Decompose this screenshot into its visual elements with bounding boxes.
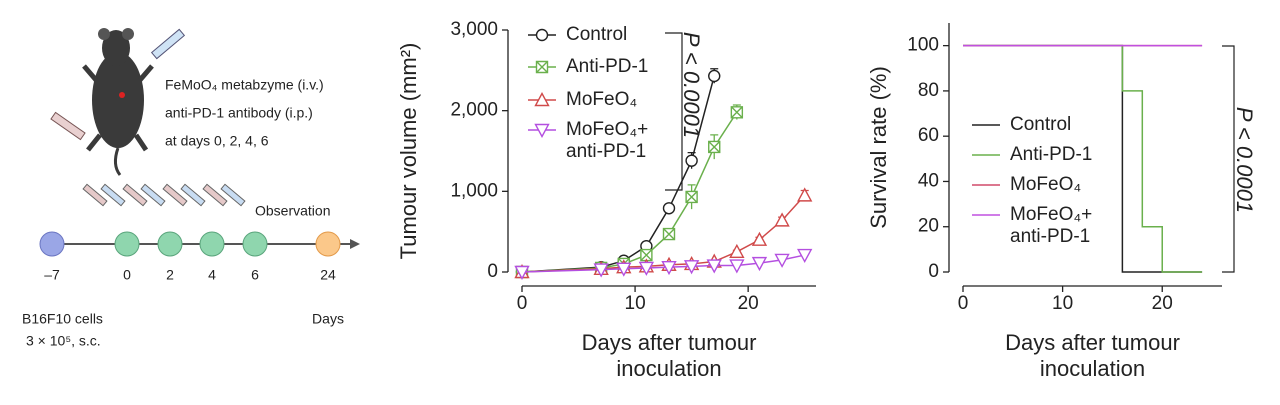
x-tick-label: 0 xyxy=(517,293,528,314)
timeline-node xyxy=(315,231,341,257)
marker xyxy=(729,243,745,259)
marker xyxy=(708,140,721,154)
y-tick-label: 80 xyxy=(918,80,939,101)
timeline-node xyxy=(39,231,65,257)
timeline-label: 0 xyxy=(123,267,131,283)
legend-label: Control xyxy=(1010,114,1072,135)
y-tick-label: 3,000 xyxy=(450,19,498,40)
y-tick-label: 0 xyxy=(487,261,498,282)
observation-label: Observation xyxy=(255,203,330,219)
legend-label: MoFeO₄+ anti-PD-1 xyxy=(566,119,649,162)
syringe xyxy=(50,28,186,141)
marker xyxy=(616,262,632,277)
y-tick-label: 0 xyxy=(928,261,939,282)
legend-label: MoFeO₄+ anti-PD-1 xyxy=(1010,204,1093,247)
significance-bracket xyxy=(1222,45,1235,273)
y-axis-label: Survival rate (%) xyxy=(866,66,891,229)
y-tick-label: 20 xyxy=(918,216,939,237)
legend-label: Anti-PD-1 xyxy=(566,56,649,77)
marker xyxy=(638,261,655,276)
marker xyxy=(729,259,745,274)
significance-label: P < 0.0001 xyxy=(1232,107,1257,213)
marker xyxy=(662,227,676,241)
legend-label: MoFeO₄ xyxy=(1010,174,1082,195)
days-label: Days xyxy=(312,311,344,327)
legend-label: Control xyxy=(566,24,628,45)
y-tick-label: 100 xyxy=(907,35,939,56)
marker xyxy=(640,248,653,262)
marker xyxy=(685,190,698,204)
x-axis-label: Days after tumour inoculation xyxy=(1005,330,1180,381)
significance-label: P < 0.0001 xyxy=(679,32,704,138)
cells-label: B16F10 cells xyxy=(22,311,103,327)
x-tick-label: 20 xyxy=(1152,293,1173,314)
x-tick-label: 0 xyxy=(958,293,969,314)
timeline-node xyxy=(114,231,140,257)
legend-label: Anti-PD-1 xyxy=(1010,144,1093,165)
treatment-text: at days 0, 2, 4, 6 xyxy=(165,133,269,149)
timeline-label: –7 xyxy=(44,267,60,283)
timeline-label: 24 xyxy=(320,267,336,283)
marker xyxy=(593,263,609,278)
legend-marker xyxy=(534,123,550,138)
y-tick-label: 2,000 xyxy=(450,100,498,121)
legend-label: MoFeO₄ xyxy=(566,89,638,110)
y-tick-label: 40 xyxy=(918,170,939,191)
legend-marker xyxy=(534,92,550,107)
marker xyxy=(797,187,813,202)
significance-bracket xyxy=(665,32,683,191)
timeline-node xyxy=(199,231,225,257)
marker xyxy=(661,260,677,276)
marker xyxy=(514,265,530,280)
x-tick-label: 10 xyxy=(1052,293,1073,314)
x-tick-label: 20 xyxy=(738,293,759,314)
x-axis-label: Days after tumour inoculation xyxy=(581,330,757,381)
timeline-node xyxy=(157,231,183,257)
marker xyxy=(797,248,813,264)
x-tick-label: 10 xyxy=(625,293,646,314)
legend-marker xyxy=(535,28,549,42)
marker xyxy=(708,69,721,83)
timeline-arrow xyxy=(350,239,360,249)
timeline-label: 4 xyxy=(208,267,216,283)
marker xyxy=(685,154,698,167)
marker xyxy=(662,202,676,215)
y-tick-label: 1,000 xyxy=(450,180,498,201)
marker xyxy=(683,260,700,275)
treatment-text: anti-PD-1 antibody (i.p.) xyxy=(165,105,313,121)
timeline-label: 6 xyxy=(251,267,259,283)
legend-marker xyxy=(535,60,549,74)
mouse xyxy=(82,28,154,176)
marker xyxy=(706,259,722,274)
marker xyxy=(751,256,768,272)
marker xyxy=(751,231,768,246)
marker xyxy=(774,212,790,227)
marker xyxy=(730,106,744,119)
syringes xyxy=(82,183,246,207)
marker xyxy=(774,253,790,268)
cells-label: 3 × 10⁵, s.c. xyxy=(26,333,101,349)
y-tick-label: 60 xyxy=(918,125,939,146)
series-line xyxy=(963,44,1203,273)
treatment-text: FeMoO₄ metabzyme (i.v.) xyxy=(165,77,324,93)
y-axis-label: Tumour volume (mm²) xyxy=(396,43,421,260)
timeline-node xyxy=(242,231,268,257)
timeline-label: 2 xyxy=(166,267,174,283)
